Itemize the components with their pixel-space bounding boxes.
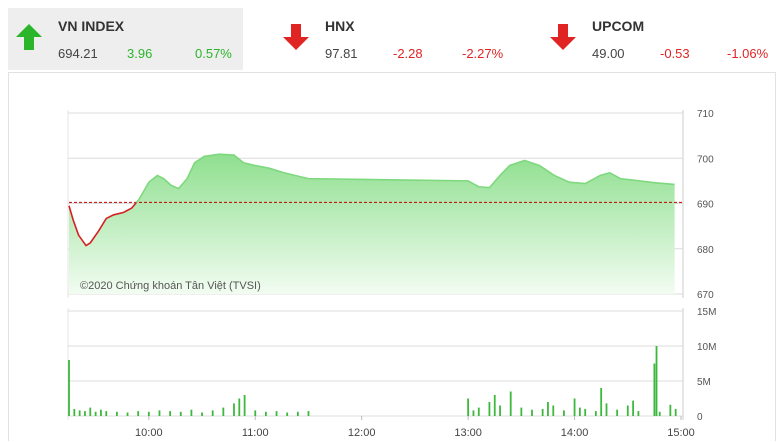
- volume-bar: [286, 412, 289, 416]
- volume-bar: [472, 410, 475, 416]
- y-tick-label: 680: [697, 245, 714, 256]
- volume-bar: [275, 411, 278, 416]
- index-change: 3.96: [127, 46, 153, 61]
- index-name: UPCOM: [592, 18, 645, 34]
- volume-bar: [105, 411, 108, 416]
- y-tick-label: 0: [697, 412, 703, 423]
- index-name: HNX: [325, 18, 355, 34]
- volume-bar: [499, 405, 501, 416]
- volume-bar: [578, 407, 581, 416]
- annotation: ©2020 Chứng khoán Tân Việt (TVSI): [80, 280, 261, 292]
- index-name: VN INDEX: [58, 18, 125, 34]
- index-value: 694.21: [58, 46, 98, 61]
- volume-bar: [94, 411, 97, 416]
- volume-bar: [477, 407, 480, 416]
- volume-bar: [243, 395, 246, 416]
- volume-bar: [211, 410, 214, 416]
- direction-arrow: [550, 24, 576, 50]
- volume-bar: [190, 409, 193, 416]
- index-change-pct: 0.57%: [195, 46, 232, 61]
- volume-bar: [78, 410, 81, 416]
- volume-bar: [100, 409, 102, 416]
- index-change: -2.28: [393, 46, 423, 61]
- volume-bar: [594, 411, 597, 416]
- y-tick-label: 15M: [697, 307, 716, 318]
- volume-bar: [626, 405, 629, 416]
- volume-bar: [605, 403, 608, 416]
- volume-bar: [265, 411, 267, 416]
- volume-bar: [632, 400, 635, 416]
- volume-bar: [169, 411, 172, 416]
- volume-bar: [158, 410, 161, 416]
- x-tick-label: 11:00: [242, 427, 269, 439]
- volume-bar: [637, 411, 640, 416]
- volume-bar: [563, 410, 565, 416]
- volume-bar: [115, 411, 118, 416]
- y-tick-label: 5M: [697, 377, 711, 388]
- direction-arrow: [16, 24, 42, 50]
- chart-frame: [8, 72, 776, 441]
- x-tick-label: 13:00: [454, 427, 482, 439]
- volume-bar: [147, 411, 150, 416]
- volume-bar: [509, 391, 512, 416]
- volume-bar: [254, 410, 257, 416]
- volume-bar: [653, 363, 656, 416]
- volume-bar: [541, 409, 544, 416]
- index-card[interactable]: UPCOM 49.00 -0.53 -1.06%: [542, 8, 777, 70]
- y-tick-label: 670: [697, 290, 714, 301]
- volume-bar: [547, 402, 549, 416]
- volume-bar: [73, 409, 76, 416]
- direction-arrow: [283, 24, 309, 50]
- y-tick-label: 700: [697, 154, 714, 165]
- volume-bar: [669, 404, 672, 416]
- index-card[interactable]: HNX 97.81 -2.28 -2.27%: [275, 8, 510, 70]
- y-tick-label: 10M: [697, 342, 716, 353]
- volume-bar: [552, 405, 555, 416]
- volume-bar: [89, 407, 92, 416]
- volume-bar: [531, 409, 533, 416]
- volume-bar: [296, 411, 299, 416]
- index-value: 97.81: [325, 46, 358, 61]
- volume-bar: [488, 402, 491, 416]
- price-line: [68, 153, 675, 247]
- volume-bar: [84, 411, 86, 416]
- volume-bar: [520, 407, 523, 416]
- volume-bar: [616, 409, 619, 416]
- volume-bar: [584, 409, 587, 416]
- volume-bar: [68, 360, 70, 416]
- volume-bar: [658, 411, 661, 416]
- volume-bar: [307, 411, 310, 416]
- x-tick-label: 15:00: [667, 427, 695, 439]
- volume-bar: [600, 388, 603, 416]
- x-tick-label: 10:00: [135, 427, 163, 439]
- area-fill: [69, 154, 675, 294]
- volume-bar: [655, 346, 658, 416]
- volume-bar: [233, 403, 235, 416]
- volume-bar: [467, 398, 470, 416]
- y-tick-label: 690: [697, 200, 714, 211]
- y-tick-label: 710: [697, 109, 714, 120]
- volume-bar: [674, 409, 677, 416]
- volume-bar: [222, 407, 225, 416]
- index-value: 49.00: [592, 46, 625, 61]
- volume-bar: [137, 411, 140, 416]
- volume-bar: [179, 411, 182, 416]
- volume-bar: [573, 398, 576, 416]
- x-tick-label: 12:00: [348, 427, 376, 439]
- index-change-pct: -1.06%: [727, 46, 769, 61]
- volume-bar: [126, 412, 129, 416]
- volume-bar: [493, 395, 496, 416]
- volume-bar: [201, 412, 203, 416]
- index-change-pct: -2.27%: [462, 46, 504, 61]
- index-change: -0.53: [660, 46, 690, 61]
- volume-bar: [238, 398, 241, 416]
- x-tick-label: 14:00: [561, 427, 589, 439]
- index-card[interactable]: VN INDEX 694.21 3.96 0.57%: [8, 8, 243, 70]
